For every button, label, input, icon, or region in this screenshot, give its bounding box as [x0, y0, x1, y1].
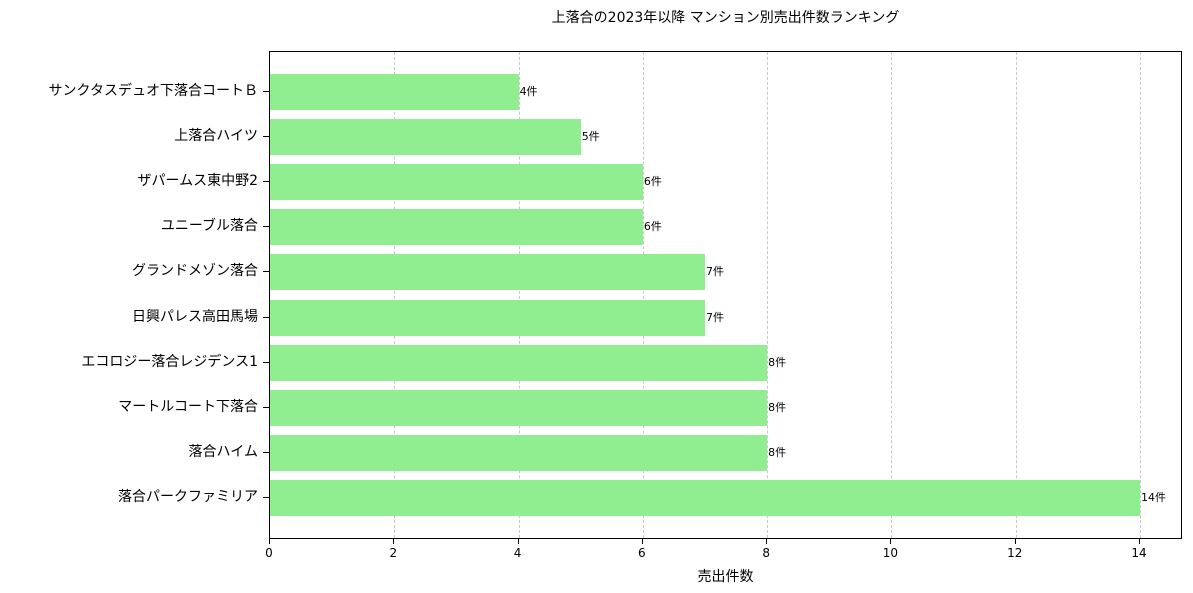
bar-value-label: 6件 — [643, 175, 662, 189]
y-tick — [263, 496, 269, 498]
bar-value-label: 7件 — [706, 310, 724, 324]
y-tick-label: マートルコート下落合 — [118, 398, 258, 415]
bar — [270, 434, 768, 471]
y-tick-label: 落合ハイム — [188, 443, 258, 460]
bar-value-label: 14件 — [1141, 490, 1166, 504]
y-tick-label: サンクタスデュオ下落合コートＢ — [48, 83, 258, 99]
x-tick-label: 6 — [638, 546, 646, 560]
bar — [270, 344, 768, 381]
y-tick-label: 落合パークファミリア — [118, 488, 258, 505]
bar — [270, 299, 705, 336]
bar — [270, 389, 768, 426]
y-tick — [263, 91, 269, 92]
x-tick-label: 14 — [1131, 546, 1147, 560]
x-tick-label: 12 — [1007, 546, 1023, 560]
x-tick — [1139, 539, 1140, 544]
y-tick-label: 上落合ハイツ — [174, 128, 258, 145]
y-tick — [263, 406, 269, 408]
grid-line — [394, 52, 396, 538]
x-axis-label: 売出件数 — [697, 569, 754, 585]
x-tick — [766, 539, 768, 544]
y-tick — [263, 361, 269, 363]
x-tick-label: 2 — [389, 546, 398, 560]
bar — [270, 479, 1140, 516]
chart-title: 上落合の2023年以降 マンション別売出件数ランキング — [551, 10, 900, 26]
bar-value-label: 6件 — [643, 220, 662, 234]
bar — [270, 254, 705, 291]
x-tick — [517, 539, 519, 544]
bar-value-label: 5件 — [581, 130, 600, 144]
x-tick — [1014, 539, 1016, 544]
y-tick-label: ユニーブル落合 — [160, 218, 258, 235]
y-tick — [263, 271, 269, 273]
y-tick-label: 日興パレス高田馬場 — [132, 308, 258, 325]
x-tick — [641, 539, 643, 544]
x-tick — [269, 539, 270, 544]
bar-value-label: 7件 — [706, 265, 724, 279]
grid-line — [891, 52, 893, 538]
y-tick — [263, 316, 269, 318]
grid-line — [1140, 52, 1141, 538]
bar — [270, 119, 581, 156]
x-tick-label: 4 — [513, 546, 522, 560]
bar — [270, 74, 519, 110]
x-tick — [890, 539, 892, 544]
grid-line — [642, 52, 644, 538]
y-tick — [263, 181, 269, 183]
y-tick — [263, 451, 269, 453]
bar — [270, 209, 643, 246]
bar — [270, 164, 643, 201]
bar-value-label: 8件 — [768, 400, 787, 414]
bar-value-label: 8件 — [768, 445, 787, 459]
plot-area: 4件 5件 6件 6件 7件 7件 8件 8件 8件 14件 — [269, 51, 1182, 539]
y-tick — [263, 226, 269, 228]
y-tick-label: グランドメゾン落合 — [132, 263, 258, 280]
y-tick-label: ザパームス東中野2 — [137, 173, 259, 190]
x-tick-label: 0 — [265, 546, 273, 560]
grid-line — [767, 52, 769, 538]
x-tick-label: 8 — [762, 546, 770, 560]
bar-value-label: 4件 — [519, 85, 538, 98]
y-tick — [263, 136, 269, 138]
grid-line — [1015, 52, 1017, 538]
x-tick — [393, 539, 395, 544]
grid-line — [518, 52, 520, 538]
bar-value-label: 8件 — [768, 355, 787, 369]
x-tick-label: 10 — [882, 546, 899, 560]
y-tick-label: エコロジー落合レジデンス1 — [81, 353, 258, 370]
